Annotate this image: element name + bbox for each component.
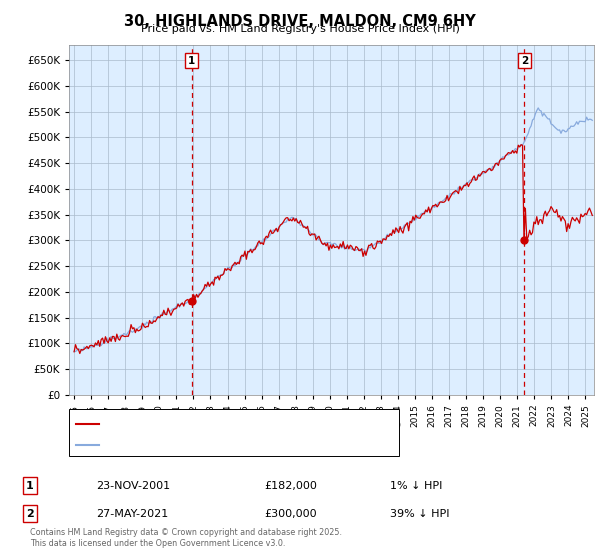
Text: 2: 2 [26,508,34,519]
Text: 30, HIGHLANDS DRIVE, MALDON, CM9 6HY: 30, HIGHLANDS DRIVE, MALDON, CM9 6HY [124,14,476,29]
Text: 2: 2 [521,55,528,66]
Text: £300,000: £300,000 [264,508,317,519]
Text: £182,000: £182,000 [264,480,317,491]
Text: 30, HIGHLANDS DRIVE, MALDON, CM9 6HY (detached house): 30, HIGHLANDS DRIVE, MALDON, CM9 6HY (de… [102,419,401,429]
Text: HPI: Average price, detached house, Maldon: HPI: Average price, detached house, Mald… [102,440,319,450]
Text: 39% ↓ HPI: 39% ↓ HPI [390,508,449,519]
Text: 1: 1 [26,480,34,491]
Text: 23-NOV-2001: 23-NOV-2001 [96,480,170,491]
Text: 27-MAY-2021: 27-MAY-2021 [96,508,168,519]
Text: Contains HM Land Registry data © Crown copyright and database right 2025.
This d: Contains HM Land Registry data © Crown c… [30,528,342,548]
Text: 1: 1 [188,55,196,66]
Text: Price paid vs. HM Land Registry's House Price Index (HPI): Price paid vs. HM Land Registry's House … [140,24,460,34]
Text: 1% ↓ HPI: 1% ↓ HPI [390,480,442,491]
